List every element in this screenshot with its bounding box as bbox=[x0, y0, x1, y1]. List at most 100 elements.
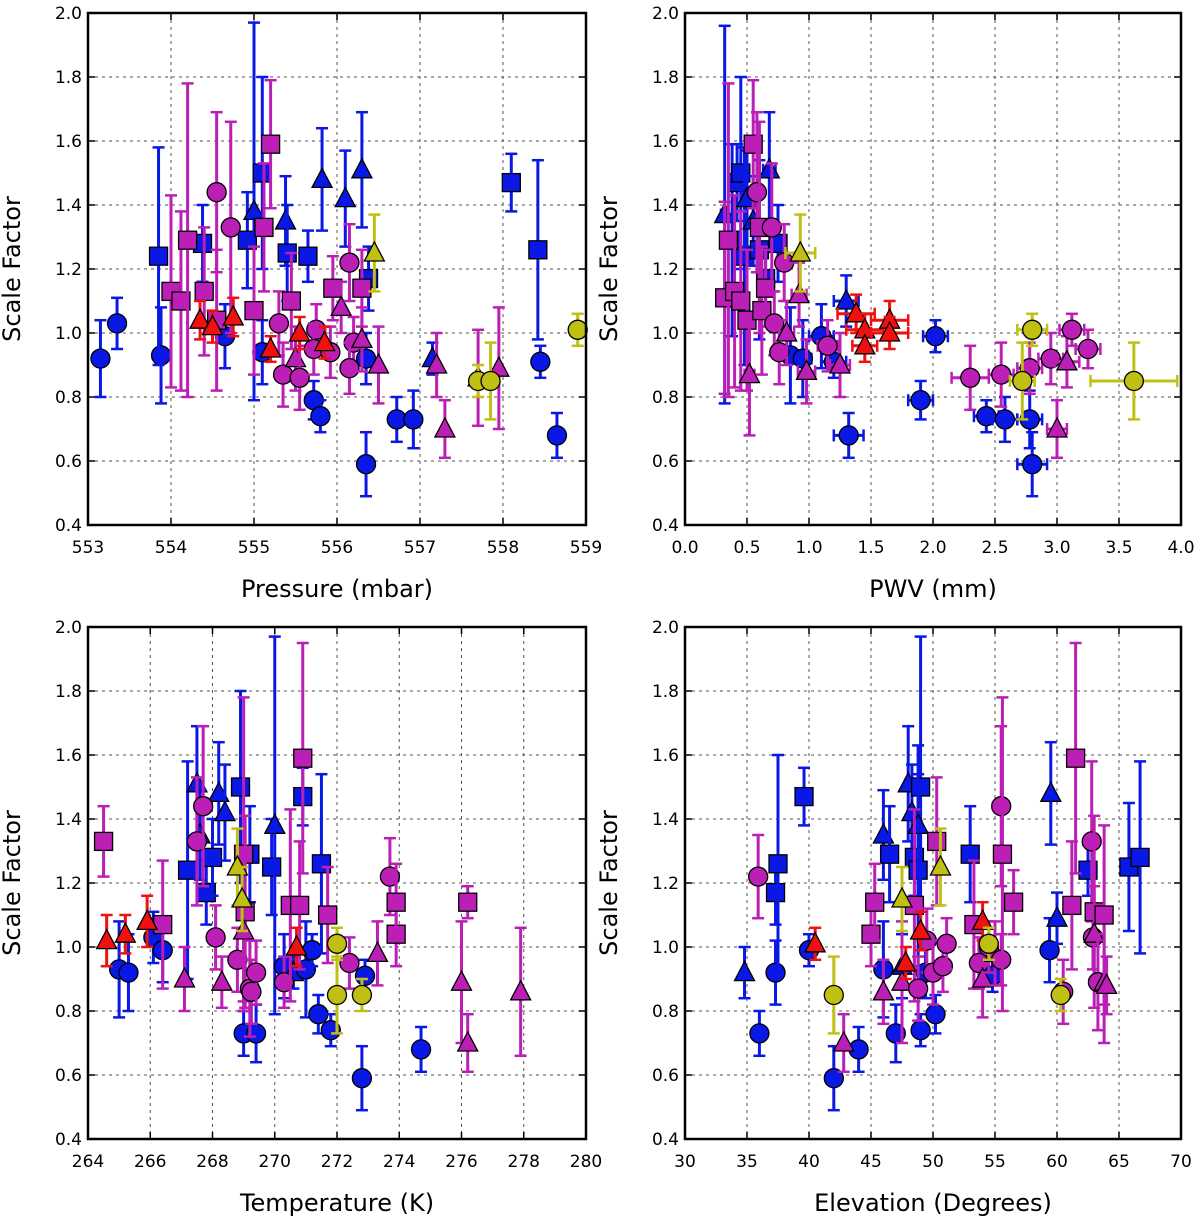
triangle-marker bbox=[242, 199, 266, 221]
data-point bbox=[330, 280, 353, 335]
x-axis-label: PWV (mm) bbox=[869, 575, 997, 603]
axes-frame bbox=[86, 625, 588, 1141]
data-point bbox=[894, 945, 917, 981]
square-marker bbox=[910, 777, 931, 797]
triangle-marker bbox=[222, 304, 245, 326]
circle-marker bbox=[910, 1020, 931, 1041]
square-marker bbox=[244, 300, 264, 321]
y-tick-label: 0.4 bbox=[652, 516, 679, 536]
data-point bbox=[310, 398, 331, 434]
data-point bbox=[268, 290, 290, 357]
square-marker bbox=[148, 246, 169, 266]
triangle-marker bbox=[285, 934, 308, 956]
data-point bbox=[1058, 312, 1086, 348]
x-tick-label: 60 bbox=[1046, 1152, 1068, 1172]
axes-frame bbox=[683, 11, 1183, 527]
triangle-marker bbox=[788, 282, 811, 304]
y-tick-label: 1.2 bbox=[652, 260, 679, 280]
circle-marker bbox=[1040, 348, 1061, 369]
data-point bbox=[733, 945, 756, 1000]
triangle-marker bbox=[210, 969, 233, 991]
data-point bbox=[90, 318, 111, 399]
circle-marker bbox=[936, 933, 957, 954]
y-tick-label: 0.6 bbox=[55, 452, 82, 472]
circle-marker bbox=[193, 796, 214, 817]
x-axis-label: Pressure (mbar) bbox=[241, 575, 433, 603]
data-point bbox=[528, 158, 548, 341]
circle-marker bbox=[268, 313, 290, 334]
data-point bbox=[263, 635, 286, 1016]
triangle-marker bbox=[733, 960, 756, 982]
triangle-marker bbox=[775, 320, 798, 342]
data-point bbox=[1003, 868, 1024, 936]
x-tick-label: 555 bbox=[238, 538, 270, 558]
square-marker bbox=[1062, 895, 1082, 916]
square-marker bbox=[765, 882, 786, 903]
data-point bbox=[480, 341, 501, 421]
data-point bbox=[1039, 740, 1062, 846]
circle-marker bbox=[823, 984, 844, 1006]
circle-marker bbox=[546, 425, 568, 446]
triangle-marker bbox=[456, 1030, 479, 1052]
data-point bbox=[775, 299, 798, 367]
data-point bbox=[509, 926, 532, 1058]
triangle-marker bbox=[890, 886, 914, 908]
data-point bbox=[352, 248, 372, 328]
data-point bbox=[921, 318, 950, 354]
triangle-marker bbox=[450, 969, 473, 991]
square-marker bbox=[386, 892, 406, 912]
circle-marker bbox=[339, 358, 360, 379]
data-point bbox=[865, 862, 885, 942]
circle-marker bbox=[823, 1068, 844, 1089]
y-tick-label: 1.8 bbox=[55, 68, 82, 88]
x-tick-label: 2.5 bbox=[981, 538, 1008, 558]
triangle-marker bbox=[929, 854, 952, 876]
triangle-marker bbox=[350, 327, 373, 349]
data-point bbox=[1095, 955, 1118, 1016]
data-point bbox=[929, 827, 952, 907]
data-point bbox=[173, 945, 196, 1013]
data-point bbox=[202, 817, 223, 898]
triangle-marker bbox=[828, 352, 852, 374]
data-point bbox=[890, 920, 914, 1045]
data-point bbox=[222, 296, 245, 338]
circle-marker bbox=[326, 984, 348, 1006]
y-tick-label: 1.4 bbox=[55, 810, 82, 830]
data-point bbox=[872, 958, 895, 1026]
circle-marker bbox=[994, 409, 1016, 430]
x-tick-label: 30 bbox=[674, 1152, 696, 1172]
x-tick-label: 272 bbox=[321, 1152, 353, 1172]
square-marker bbox=[298, 246, 318, 266]
circle-marker bbox=[410, 1039, 432, 1060]
square-marker bbox=[311, 854, 332, 874]
x-tick-label: 0.0 bbox=[671, 538, 698, 558]
data-point bbox=[1089, 341, 1179, 421]
square-marker bbox=[755, 278, 776, 298]
square-marker bbox=[254, 217, 274, 238]
square-marker bbox=[528, 240, 548, 260]
data-point bbox=[795, 338, 818, 405]
triangle-marker bbox=[835, 288, 858, 310]
data-points bbox=[93, 635, 532, 1112]
x-tick-label: 2.0 bbox=[919, 538, 946, 558]
x-tick-label: 55 bbox=[984, 1152, 1006, 1172]
y-tick-label: 1.8 bbox=[652, 682, 679, 702]
data-point bbox=[458, 884, 478, 920]
data-point bbox=[201, 309, 224, 344]
triangle-marker bbox=[971, 966, 994, 988]
triangle-marker bbox=[201, 314, 224, 336]
data-point bbox=[205, 904, 226, 971]
data-point bbox=[879, 804, 900, 904]
data-point bbox=[501, 152, 521, 213]
data-point bbox=[308, 993, 329, 1035]
y-tick-label: 0.6 bbox=[652, 452, 679, 472]
scatter-panel-2: 0.0 0.5 1.0 1.5 2.0 2.5 3.0 3.5 4.0 0.4 0.6 0.8 1.0 1… bbox=[595, 4, 1195, 603]
circle-marker bbox=[220, 217, 241, 238]
circle-marker bbox=[289, 367, 310, 388]
square-marker bbox=[501, 172, 521, 193]
data-point bbox=[909, 910, 932, 952]
square-marker bbox=[992, 844, 1013, 864]
square-marker bbox=[1065, 748, 1086, 768]
circle-marker bbox=[746, 182, 768, 203]
